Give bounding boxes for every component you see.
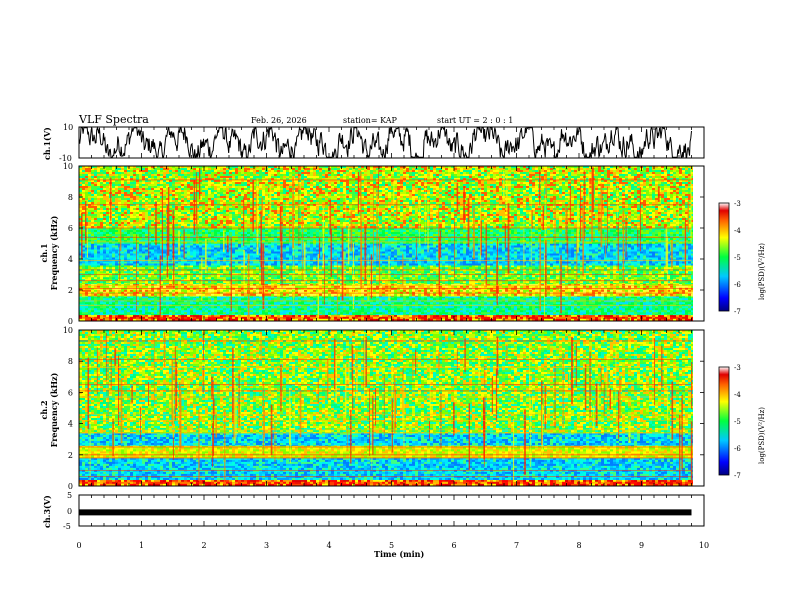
x-tick-label: 0 — [76, 541, 81, 550]
x-tick-label: 3 — [264, 541, 269, 550]
ch1-spectrogram-image — [79, 166, 694, 329]
colorbar-tick-label: -4 — [734, 227, 741, 235]
ch2-spectrogram-image — [79, 330, 694, 498]
colorbar-tick-label: -7 — [734, 308, 741, 316]
start-time-label: start UT = 2 : 0 : 1 — [437, 116, 513, 125]
ch1-colorbar-ticks: -3 -4 -5 -6 -7 — [734, 200, 741, 316]
x-tick-label: 9 — [639, 541, 644, 550]
x-tick-label: 10 — [699, 541, 709, 550]
freq-tick-label: 0 — [68, 317, 73, 326]
ch2-colorbar-gradient — [719, 367, 729, 475]
colorbar-tick-label: -6 — [734, 445, 741, 453]
x-tick-label: 4 — [326, 541, 331, 550]
ch3-ytick-mid: 0 — [67, 507, 72, 516]
colorbar-tick-label: -7 — [734, 472, 741, 480]
ch2-colorbar-title: log(PSD)(V²/Hz) — [758, 407, 766, 464]
ch2-colorbar-ticks: -3 -4 -5 -6 -7 — [734, 364, 741, 480]
x-tick-label: 7 — [514, 541, 519, 550]
ch1-spec-ylabel-ch: ch.1 — [39, 243, 49, 262]
freq-tick-label: 10 — [63, 162, 73, 171]
figure-title: VLF Spectra — [78, 113, 149, 126]
ch2-spectrogram-panel: 0 2 4 6 8 10 ch.2 Frequency (kHz) — [39, 326, 704, 498]
x-tick-label: 6 — [451, 541, 456, 550]
ch1-colorbar: -3 -4 -5 -6 -7 log(PSD)(V²/Hz) — [719, 200, 766, 316]
colorbar-tick-label: -4 — [734, 391, 741, 399]
station-label: station= KAP — [343, 116, 398, 125]
ch2-colorbar: -3 -4 -5 -6 -7 log(PSD)(V²/Hz) — [719, 364, 766, 480]
freq-tick-label: 10 — [63, 326, 73, 335]
ch3-panel: 5 0 -5 ch.3(V) — [42, 491, 704, 531]
freq-tick-label: 4 — [68, 255, 73, 264]
colorbar-tick-label: -5 — [734, 418, 741, 426]
colorbar-tick-label: -5 — [734, 254, 741, 262]
ch1-ytick-top: 10 — [63, 123, 73, 132]
ch3-ylabel: ch.3(V) — [42, 495, 52, 528]
ch1-waveform-panel: 10 -10 ch.1(V) — [42, 123, 704, 163]
freq-tick-label: 6 — [68, 224, 73, 233]
ch1-waveform-line — [79, 128, 692, 157]
colorbar-tick-label: -3 — [734, 200, 741, 208]
ch1-colorbar-title: log(PSD)(V²/Hz) — [758, 243, 766, 300]
x-axis-label: Time (min) — [374, 549, 424, 559]
vlf-figure: VLF Spectra Feb. 26, 2026 station= KAP s… — [0, 0, 792, 612]
ch3-ytick-bottom: -5 — [63, 522, 71, 531]
ch1-spec-ylabel-freq: Frequency (kHz) — [49, 215, 59, 290]
x-tick-label: 8 — [576, 541, 581, 550]
freq-tick-label: 4 — [68, 420, 73, 429]
colorbar-tick-label: -6 — [734, 281, 741, 289]
x-tick-label: 1 — [139, 541, 144, 550]
date-label: Feb. 26, 2026 — [251, 116, 307, 125]
ch1-colorbar-gradient — [719, 203, 729, 311]
freq-tick-label: 6 — [68, 388, 73, 397]
freq-tick-label: 8 — [68, 357, 73, 366]
freq-tick-label: 2 — [68, 451, 73, 460]
ch1-spectrogram-panel: 0 2 4 6 8 10 ch.1 Frequency (kHz) — [39, 162, 704, 329]
ch1-ylabel: ch.1(V) — [42, 127, 52, 160]
freq-tick-label: 0 — [68, 482, 73, 491]
freq-tick-label: 2 — [68, 286, 73, 295]
ch2-spec-ylabel-ch: ch.2 — [39, 400, 49, 419]
colorbar-tick-label: -3 — [734, 364, 741, 372]
freq-tick-label: 8 — [68, 193, 73, 202]
ch2-spec-ylabel-freq: Frequency (kHz) — [49, 372, 59, 447]
ch3-ytick-top: 5 — [67, 491, 72, 500]
x-tick-label: 2 — [201, 541, 206, 550]
